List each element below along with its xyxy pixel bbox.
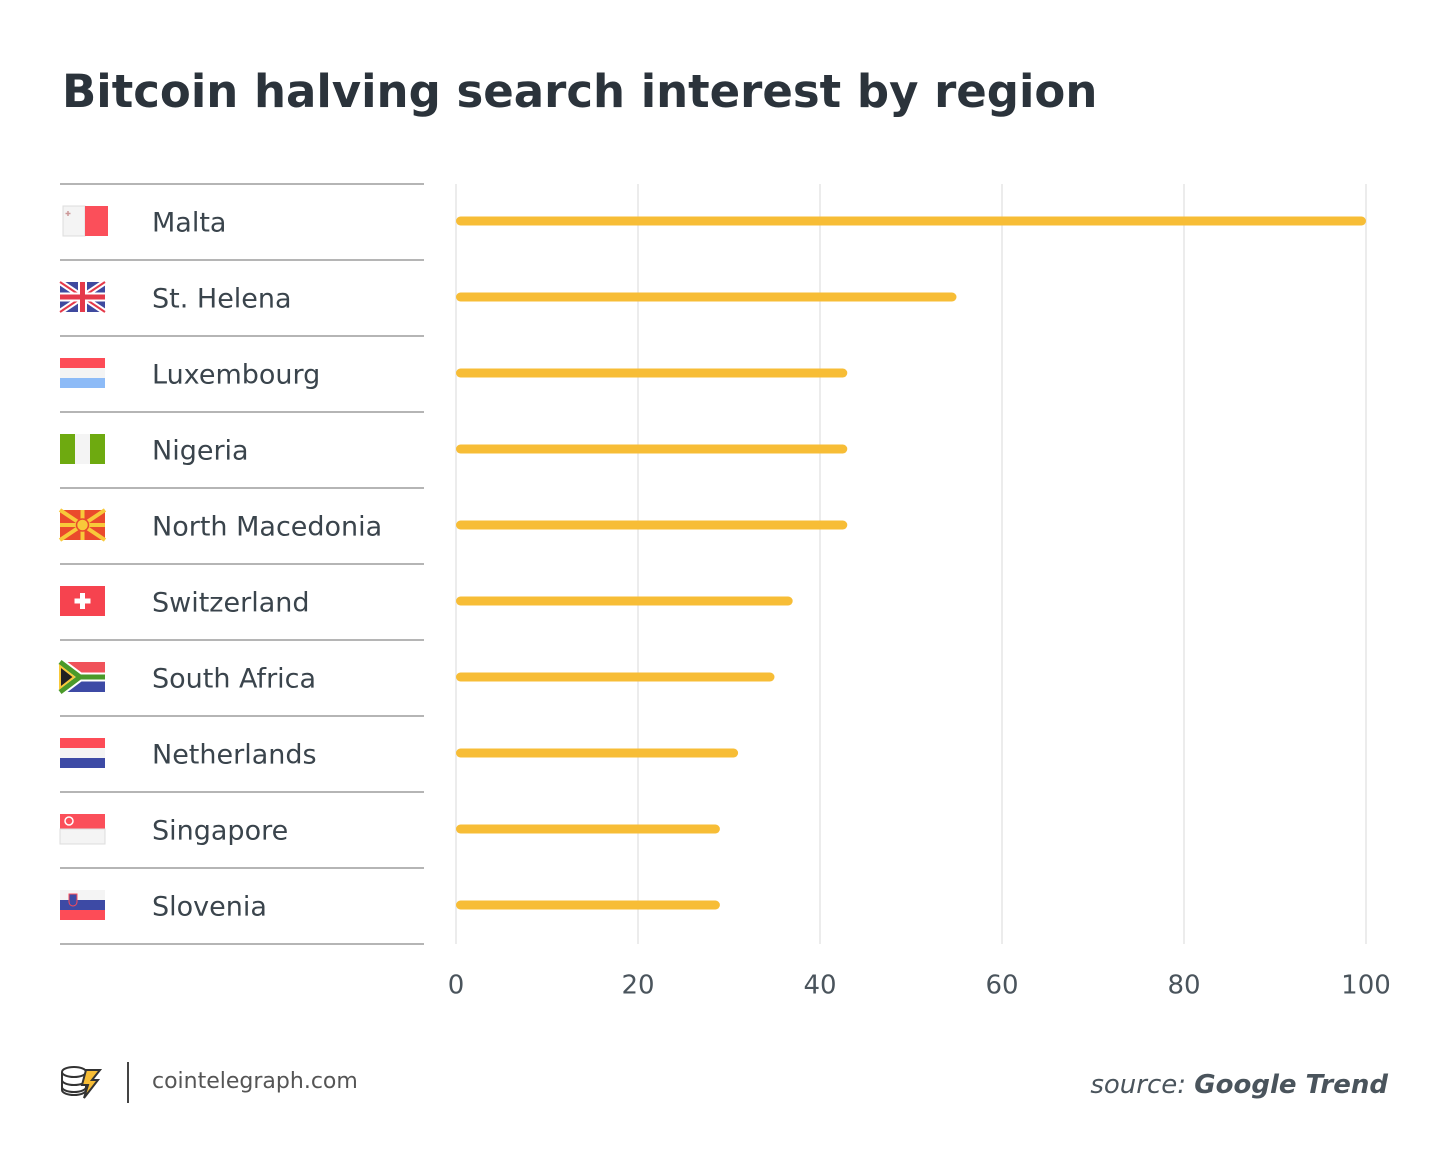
flag [60, 738, 105, 768]
flag [59, 814, 106, 845]
flag-part [74, 593, 91, 609]
flag-part [60, 900, 105, 910]
bar [456, 824, 720, 834]
source: source: Google Trend [1090, 1070, 1388, 1100]
y-tick-label: North Macedonia [152, 512, 382, 543]
y-tick-label: Malta [152, 208, 226, 239]
flag-part [58, 660, 105, 694]
flag-part [59, 663, 76, 691]
y-tick-label: Slovenia [152, 892, 267, 923]
bar [456, 216, 1366, 226]
flag-part [60, 758, 105, 768]
chart-title: Bitcoin halving search interest by regio… [62, 65, 1097, 118]
bar [456, 672, 775, 682]
flag [60, 586, 105, 616]
flag-part [60, 282, 105, 312]
flag-part [60, 748, 105, 758]
x-tick-label: 100 [1341, 971, 1391, 1001]
y-tick-label: Switzerland [152, 588, 310, 619]
brand: cointelegraph.com [152, 1069, 358, 1094]
source-name: Google Trend [1194, 1070, 1388, 1100]
bar [456, 748, 739, 758]
y-tick-label: Nigeria [152, 436, 249, 467]
y-tick-label: Netherlands [152, 740, 317, 771]
flag-part [75, 434, 90, 464]
flag [58, 508, 107, 542]
x-tick-label: 80 [1167, 971, 1200, 1001]
x-tick-label: 40 [803, 971, 836, 1001]
flag-part [65, 211, 71, 216]
flag-part [62, 205, 86, 237]
flag-part [90, 434, 105, 464]
flag [60, 890, 105, 920]
flag-part [60, 910, 105, 920]
y-tick-label: South Africa [152, 664, 316, 695]
bar [456, 596, 793, 606]
flag-part [64, 816, 74, 826]
logo [61, 1066, 103, 1099]
bar [456, 292, 957, 302]
flag-part [75, 518, 90, 532]
flag [57, 658, 105, 696]
x-tick-label: 60 [985, 971, 1018, 1001]
bar [456, 520, 848, 530]
flag-part [60, 368, 105, 378]
flag-part [60, 358, 105, 368]
flag-part [60, 738, 105, 748]
y-tick-label: Luxembourg [152, 360, 320, 391]
flag-part [60, 378, 105, 388]
bar [456, 444, 848, 454]
flag-part [60, 814, 105, 829]
flag-part [59, 828, 106, 845]
flag-part [60, 890, 105, 900]
bar [456, 900, 720, 910]
flag-part [60, 434, 75, 464]
x-tick-label: 0 [448, 971, 465, 1001]
flag [60, 358, 105, 388]
y-tick-label: St. Helena [152, 284, 292, 315]
y-tick-label: Singapore [152, 816, 288, 847]
source-label: source: [1090, 1070, 1186, 1100]
flag [62, 205, 108, 237]
flag [60, 434, 105, 464]
x-tick-label: 20 [621, 971, 654, 1001]
bar [456, 368, 848, 378]
flag [58, 279, 107, 315]
flag-part [85, 206, 108, 236]
flag-part [68, 893, 78, 907]
